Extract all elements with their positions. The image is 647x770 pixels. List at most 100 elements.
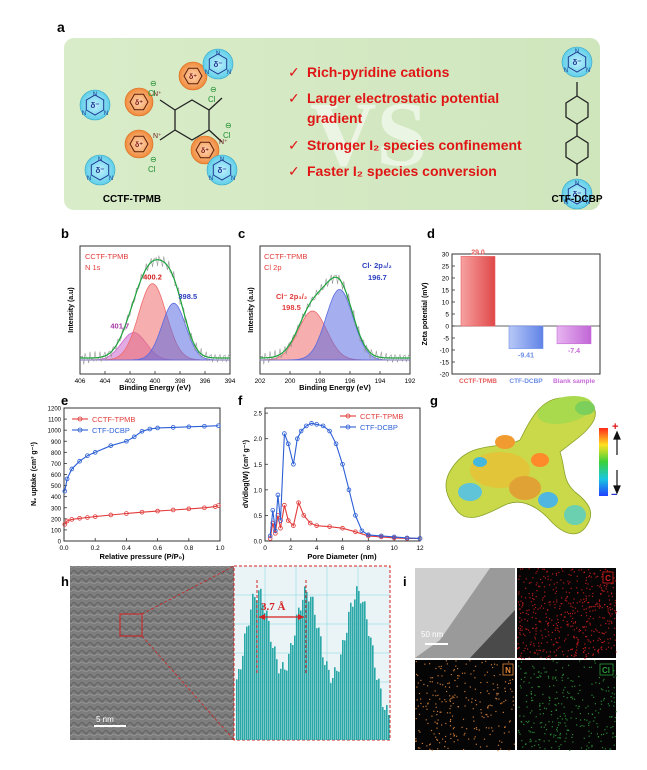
series-point xyxy=(85,515,90,520)
series-point xyxy=(170,507,176,513)
series-point xyxy=(62,488,68,494)
profile-column xyxy=(266,610,268,740)
series-point xyxy=(282,502,287,508)
series-point xyxy=(314,422,319,427)
profile-column xyxy=(360,603,362,740)
pyridinium-unit: δ⁺ N⁺ xyxy=(190,135,228,165)
triazine-n-atom: N xyxy=(109,176,113,182)
profile-column xyxy=(338,671,340,740)
profile-column xyxy=(240,669,242,740)
chart-b-area: 406 404 402 400 398 396 394 401.7 400.2 398.5 xyxy=(75,254,236,385)
panel-d-zeta: d 30 25 20 15 10 5 0 -5 -10 -15 -20 29.0 CCTF-TPMB -9… xyxy=(422,226,601,385)
xps-peak-label: 400.2 xyxy=(143,273,162,282)
series-point xyxy=(417,536,423,541)
ctf-dcbp-name: CTF-DCBP xyxy=(551,194,602,205)
bullet-check-4: ✓ xyxy=(288,163,300,179)
cctf-tpmb-name: CCTF-TPMB xyxy=(103,194,161,205)
y-tick-label: 10 xyxy=(442,300,450,307)
x-tick-label: 394 xyxy=(225,378,236,385)
series-point xyxy=(267,536,273,541)
x-tick-label: 12 xyxy=(416,545,424,552)
profile-column xyxy=(246,626,248,740)
profile-column xyxy=(310,596,312,740)
feature-list: ✓ Rich-pyridine cations ✓ Larger electro… xyxy=(288,64,522,179)
zeta-bar xyxy=(508,325,544,349)
triazine-delta: δ⁻ xyxy=(572,190,581,199)
profile-column xyxy=(340,654,342,740)
y-tick-label: 400 xyxy=(51,495,62,501)
series-point xyxy=(304,423,309,429)
triazine-n-atom: N xyxy=(82,111,86,117)
profile-column xyxy=(366,619,368,740)
ctf-dcbp-structure xyxy=(565,82,589,176)
profile-column xyxy=(352,606,354,740)
legend-label: CCTF-TPMB xyxy=(360,412,403,421)
profile-column xyxy=(288,653,290,740)
series-line xyxy=(64,425,219,492)
minus-icon: ⊖ xyxy=(210,85,217,94)
series-point xyxy=(124,511,129,516)
chloride-counterion: ⊖Cl xyxy=(208,85,217,104)
series-point xyxy=(327,428,332,434)
haadf-scale-label: 50 nm xyxy=(421,630,444,639)
series-point xyxy=(366,532,371,538)
series-point xyxy=(378,533,384,539)
panel-label-e: e xyxy=(61,393,68,408)
series-point xyxy=(294,436,300,441)
profile-column xyxy=(354,599,356,740)
series-point xyxy=(131,434,137,440)
minus-icon: ⊖ xyxy=(150,155,157,164)
triazine-n-atom: N xyxy=(87,176,91,182)
profile-column xyxy=(328,669,330,740)
x-tick-label: 0.2 xyxy=(91,545,100,552)
profile-column xyxy=(322,657,324,740)
panel-label-b: b xyxy=(61,226,69,241)
bullet-check-2: ✓ xyxy=(288,90,300,106)
profile-column xyxy=(378,678,380,740)
bar-value-label: -7.4 xyxy=(568,348,580,355)
y-tick-label: 0.0 xyxy=(254,540,263,546)
series-point xyxy=(340,525,345,531)
profile-column xyxy=(314,614,316,740)
pyridinium-n-atom: N⁺ xyxy=(153,133,162,140)
x-tick-label: 4 xyxy=(315,545,319,552)
cl-label: Cl xyxy=(148,89,156,98)
panel-i-eds-maps: i 50 nm C N Cl xyxy=(403,568,617,752)
triazine-n-atom: N xyxy=(564,200,568,206)
eds-map-nitrogen xyxy=(415,660,515,752)
chart-c-peak2-species: Cl· 2p₃/₂ xyxy=(362,261,392,270)
legend-label: CCTF-TPMB xyxy=(92,415,135,424)
y-tick-label: 1.0 xyxy=(254,488,263,494)
eds-label-n: N xyxy=(505,666,511,675)
bullet-3: Stronger I₂ species confinement xyxy=(307,137,522,153)
profile-column xyxy=(372,645,374,740)
triazine-n-atom: N xyxy=(209,176,213,182)
series-point xyxy=(216,503,221,508)
x-tick-label: 198 xyxy=(315,378,326,385)
series-point xyxy=(340,461,345,467)
bar-category-label: CTF-DCBP xyxy=(509,378,543,385)
panel-b-xps-n1s: b 406 404 402 400 398 396 394 401.7 400.2 398.5 C… xyxy=(61,226,236,392)
x-tick-label: 0.0 xyxy=(59,545,68,552)
series-point xyxy=(202,505,207,511)
chart-c-peak1-species: Cl⁻ 2p₃/₂ xyxy=(276,292,307,301)
series-point xyxy=(291,461,296,467)
profile-column xyxy=(258,590,260,740)
triazine-unit: δ⁻ N N N xyxy=(561,46,593,78)
series-point xyxy=(124,438,129,444)
pyridinium-units: δ⁺N⁺δ⁺N⁺δ⁺N⁺δ⁺N⁺⊖Cl⊖Cl⊖Cl⊖Cl xyxy=(124,61,232,174)
profile-column xyxy=(326,661,328,740)
series-line xyxy=(64,504,219,525)
chart-b-xlabel: Binding Energy (eV) xyxy=(119,383,191,392)
hrtem-scale-label: 5 nm xyxy=(96,715,114,724)
panel-label-f: f xyxy=(238,393,243,408)
triazine-unit: δ⁻ N N N xyxy=(202,48,234,80)
series-point xyxy=(170,425,176,430)
profile-column xyxy=(342,640,344,740)
y-tick-label: 300 xyxy=(51,506,62,512)
esp-plus-label: + xyxy=(612,421,618,433)
triazine-unit: δ⁻ N N N xyxy=(84,154,116,186)
x-tick-label: 1.0 xyxy=(215,545,224,552)
profile-column xyxy=(348,611,350,740)
panel-label-i: i xyxy=(403,574,407,589)
